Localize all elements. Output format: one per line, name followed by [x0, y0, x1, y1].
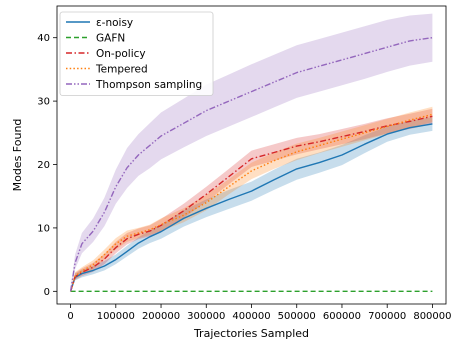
- legend: ε-noisy GAFN On-policy Tempered Thompson sam…: [60, 12, 213, 96]
- legend-label-gafn: GAFN: [96, 32, 125, 44]
- legend-label-noisy: ε-noisy: [96, 17, 133, 29]
- y-tick-label: 30: [37, 97, 50, 108]
- x-tick-label: 800000: [413, 311, 451, 322]
- x-tick-label: 500000: [278, 311, 316, 322]
- y-tick-label: 40: [37, 33, 50, 44]
- y-axis-label: Modes Found: [11, 119, 24, 192]
- legend-label-on-policy: On-policy: [96, 48, 146, 60]
- x-tick-label: 700000: [368, 311, 406, 322]
- x-axis-label: Trajectories Sampled: [193, 327, 309, 340]
- x-tick-label: 0: [67, 311, 73, 322]
- x-tick-label: 100000: [97, 311, 135, 322]
- x-tick-label: 300000: [187, 311, 225, 322]
- legend-label-tempered: Tempered: [95, 63, 148, 75]
- y-tick-label: 20: [37, 160, 50, 171]
- x-tick-label: 400000: [232, 311, 270, 322]
- x-tick-label: 600000: [323, 311, 361, 322]
- y-tick-label: 0: [44, 287, 50, 298]
- legend-label-thompson-sampling: Thompson sampling: [95, 79, 202, 91]
- y-tick-label: 10: [37, 223, 50, 234]
- x-tick-label: 200000: [142, 311, 180, 322]
